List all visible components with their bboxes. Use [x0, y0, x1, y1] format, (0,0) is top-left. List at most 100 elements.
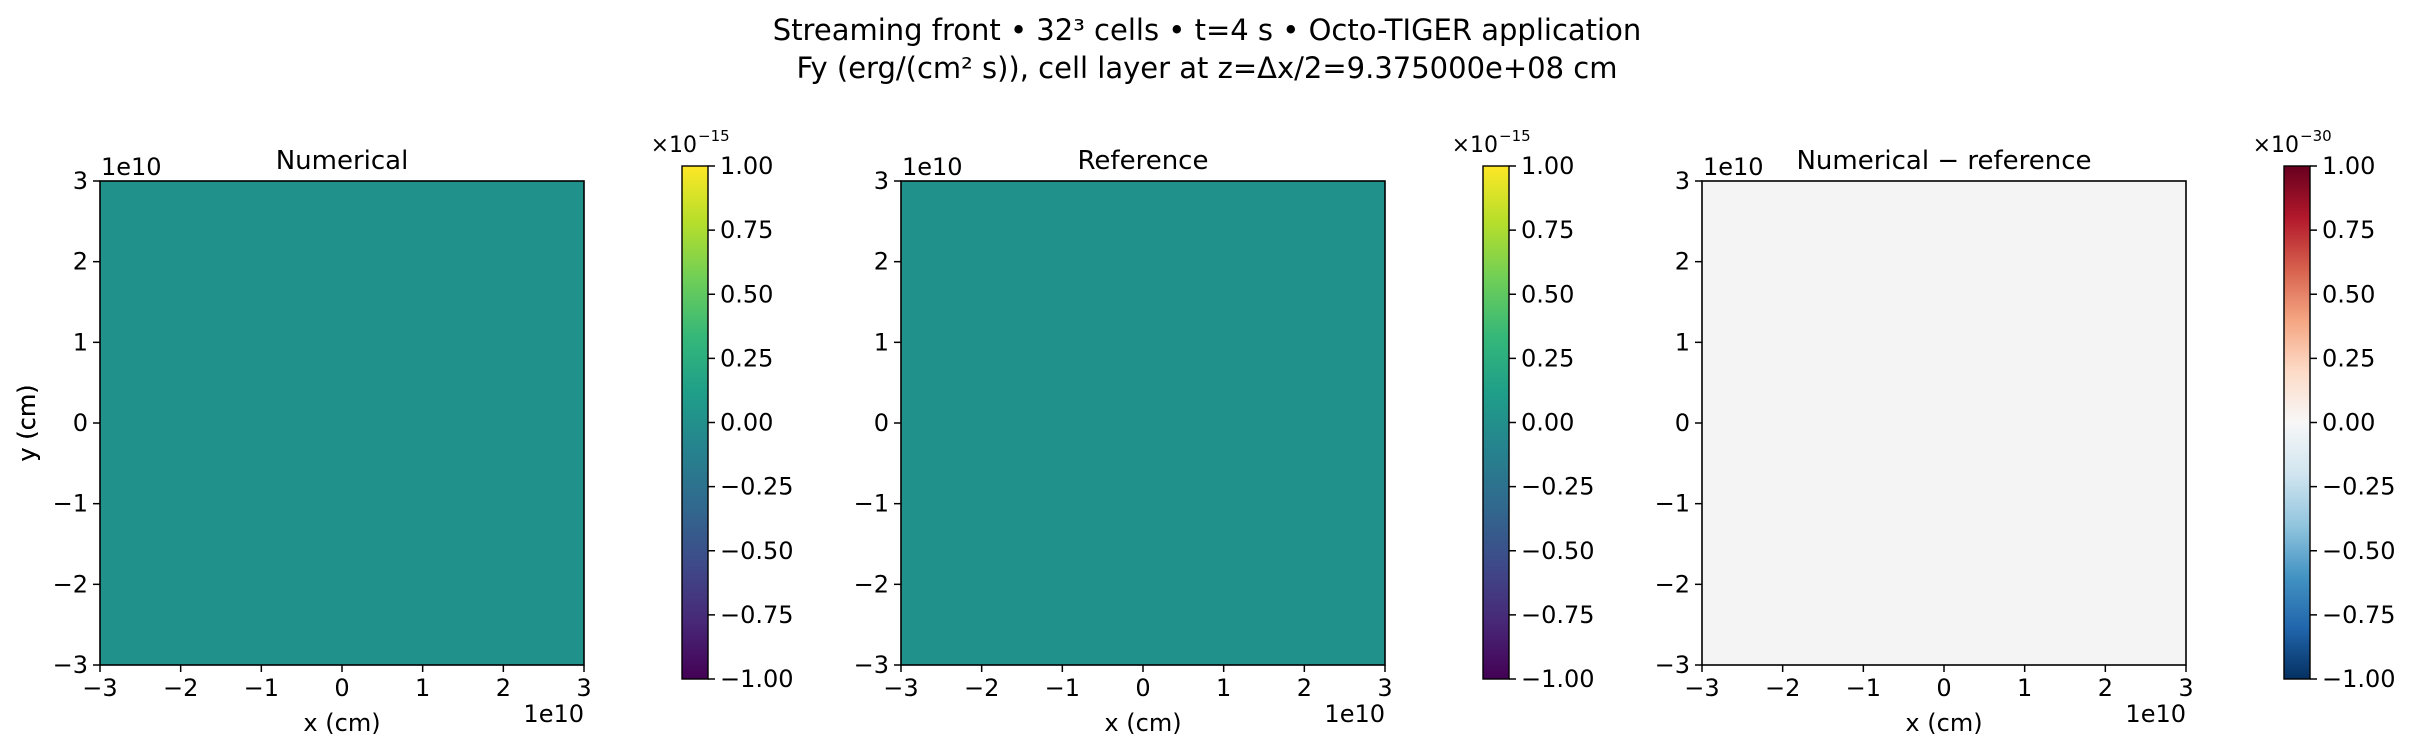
x-tick-label: 2 — [2098, 674, 2113, 702]
colorbar-tick-label: 1.00 — [720, 152, 773, 180]
colorbar-exponent: −30 — [2300, 127, 2332, 145]
y-tick-label: 2 — [1675, 248, 1690, 276]
x-tick-label: 2 — [1297, 674, 1312, 702]
x-axis-label: x (cm) — [303, 709, 380, 737]
colorbar-tick-label: 0.25 — [720, 344, 773, 372]
x-tick-label: 1 — [1216, 674, 1231, 702]
x-tick-label: 1 — [415, 674, 430, 702]
colorbar-tick-label: −0.50 — [2322, 537, 2396, 565]
x-tick-label: 2 — [496, 674, 511, 702]
y-tick-label: −1 — [854, 490, 889, 518]
colorbar-tick-label: 0.00 — [720, 409, 773, 437]
colorbar-tick-label: 0.75 — [1521, 216, 1574, 244]
x-tick-label: 0 — [1135, 674, 1150, 702]
x-offset-label: 1e10 — [523, 700, 584, 728]
colorbar-tick-label: −0.75 — [2322, 601, 2396, 629]
x-tick-label: −3 — [883, 674, 918, 702]
y-tick-label: 1 — [1675, 328, 1690, 356]
x-tick-label: −2 — [1765, 674, 1800, 702]
heatmap-cell — [100, 181, 584, 665]
colorbar-exponent-base: ×10 — [2253, 133, 2299, 158]
x-offset-label: 1e10 — [1324, 700, 1385, 728]
colorbar-tick-label: 0.50 — [2322, 280, 2375, 308]
y-tick-label: −2 — [854, 570, 889, 598]
y-tick-label: −1 — [53, 490, 88, 518]
y-tick-label: 0 — [1675, 409, 1690, 437]
figure-title-line1: Streaming front • 32³ cells • t=4 s • Oc… — [773, 13, 1641, 47]
y-axis-label: y (cm) — [13, 384, 41, 461]
x-tick-label: 1 — [2017, 674, 2032, 702]
panel-title: Reference — [1078, 146, 1209, 176]
colorbar-tick-label: 0.00 — [2322, 409, 2375, 437]
y-offset-label: 1e10 — [101, 153, 162, 181]
y-tick-label: −3 — [854, 651, 889, 679]
colorbar-exponent-base: ×10 — [651, 133, 697, 158]
y-tick-label: 3 — [1675, 167, 1690, 195]
colorbar — [1483, 166, 1509, 679]
y-tick-label: 0 — [874, 409, 889, 437]
colorbar-tick-label: −1.00 — [720, 665, 794, 693]
y-tick-label: 3 — [874, 167, 889, 195]
colorbar-tick-label: −0.50 — [1521, 537, 1595, 565]
colorbar-tick-label: 0.25 — [1521, 344, 1574, 372]
y-tick-label: 2 — [73, 248, 88, 276]
x-tick-label: −1 — [1846, 674, 1881, 702]
y-axis-label: y (cm) — [13, 384, 41, 461]
colorbar-tick-label: −0.25 — [2322, 473, 2396, 501]
y-tick-label: −2 — [1655, 570, 1690, 598]
x-tick-label: 0 — [1936, 674, 1951, 702]
x-tick-label: −1 — [1045, 674, 1080, 702]
colorbar-tick-label: 0.50 — [720, 280, 773, 308]
heatmap-cell — [1702, 181, 2186, 665]
colorbar — [682, 166, 708, 679]
y-tick-label: −2 — [53, 570, 88, 598]
x-tick-label: 0 — [334, 674, 349, 702]
panel-3: Numerical − reference −3 −2 −1 0 1 2 3 −3 −2 −1 0 1 2… — [13, 127, 2396, 737]
figure-title-line2: Fy (erg/(cm² s)), cell layer at z=Δx/2=9… — [797, 51, 1618, 85]
colorbar-tick-label: −0.75 — [720, 601, 794, 629]
heatmap-cell — [901, 181, 1385, 665]
colorbar-tick-label: 1.00 — [1521, 152, 1574, 180]
y-tick-label: 3 — [73, 167, 88, 195]
colorbar-tick-label: 0.75 — [720, 216, 773, 244]
panel-title: Numerical — [276, 146, 409, 176]
y-tick-label: −3 — [1655, 651, 1690, 679]
colorbar-tick-label: 0.00 — [1521, 409, 1574, 437]
x-tick-label: 3 — [1377, 674, 1392, 702]
y-tick-label: 1 — [73, 328, 88, 356]
colorbar-tick-label: −1.00 — [1521, 665, 1595, 693]
x-tick-label: 3 — [2178, 674, 2193, 702]
colorbar-tick-label: 0.75 — [2322, 216, 2375, 244]
colorbar-exponent: −15 — [1499, 127, 1531, 145]
y-tick-label: 1 — [874, 328, 889, 356]
colorbar-tick-label: −0.50 — [720, 537, 794, 565]
y-tick-label: −3 — [53, 651, 88, 679]
x-offset-label: 1e10 — [2125, 700, 2186, 728]
x-tick-label: −3 — [82, 674, 117, 702]
x-tick-label: −3 — [1684, 674, 1719, 702]
y-tick-label: 2 — [874, 248, 889, 276]
colorbar-tick-label: 1.00 — [2322, 152, 2375, 180]
colorbar-tick-label: 0.25 — [2322, 344, 2375, 372]
colorbar-tick-label: −0.25 — [1521, 473, 1595, 501]
colorbar-tick-label: −1.00 — [2322, 665, 2396, 693]
x-tick-label: −1 — [244, 674, 279, 702]
colorbar-tick-label: −0.25 — [720, 473, 794, 501]
y-tick-label: 0 — [73, 409, 88, 437]
x-tick-label: −2 — [964, 674, 999, 702]
colorbar-exponent-base: ×10 — [1452, 133, 1498, 158]
x-tick-label: −2 — [163, 674, 198, 702]
y-axis-label: y (cm) — [13, 384, 41, 461]
x-tick-label: 3 — [576, 674, 591, 702]
x-axis-label: x (cm) — [1104, 709, 1181, 737]
y-offset-label: 1e10 — [1703, 153, 1764, 181]
y-tick-label: −1 — [1655, 490, 1690, 518]
y-offset-label: 1e10 — [902, 153, 963, 181]
colorbar-tick-label: −0.75 — [1521, 601, 1595, 629]
colorbar-tick-label: 0.50 — [1521, 280, 1574, 308]
panel-title: Numerical − reference — [1796, 146, 2091, 176]
colorbar — [2284, 166, 2310, 679]
